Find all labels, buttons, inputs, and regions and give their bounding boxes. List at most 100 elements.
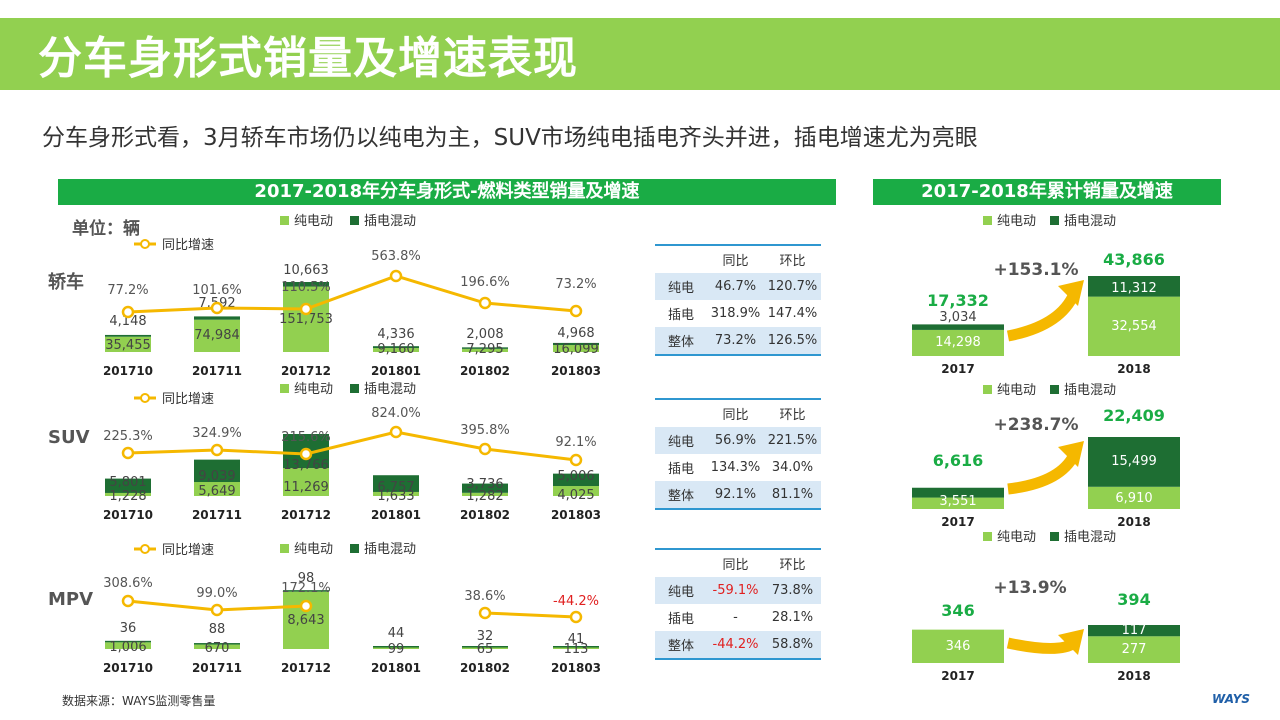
bar-phev — [553, 646, 599, 648]
summary-total: 17,332 — [927, 291, 989, 310]
growth-point — [478, 606, 492, 620]
bar-phev — [373, 646, 419, 648]
growth-label: 99.0% — [196, 586, 237, 601]
x-tick-label: 201803 — [551, 364, 601, 378]
table-cell: 34.0% — [764, 454, 821, 481]
legend-label-growth: 同比增速 — [162, 238, 214, 253]
legend-swatch-bev — [983, 216, 992, 225]
bar-bev — [194, 319, 240, 352]
bar-bev — [373, 647, 419, 649]
summary-growth-label: +13.9% — [993, 578, 1066, 598]
data-label-bev: 74,984 — [194, 328, 240, 343]
growth-label: 110.5% — [281, 280, 331, 295]
table-row-label: 插电 — [655, 604, 707, 631]
title-bar — [0, 18, 1280, 90]
bar-bev — [194, 644, 240, 649]
growth-label: -44.2% — [553, 594, 599, 609]
summary-bar-bev — [912, 329, 1004, 356]
legend-swatch-bev — [983, 532, 992, 541]
summary-x-tick: 2018 — [1117, 669, 1150, 683]
segment-label: 轿车 — [48, 271, 84, 293]
growth-point — [121, 305, 135, 319]
growth-point — [478, 296, 492, 310]
data-label-phev: 10,663 — [283, 263, 329, 278]
bar-bev — [283, 286, 329, 352]
summary-bar-phev — [1088, 276, 1180, 297]
growth-point — [569, 453, 583, 467]
page-title: 分车身形式销量及增速表现 — [38, 33, 578, 84]
legend-swatch-phev — [1050, 385, 1059, 394]
bar-bev — [194, 482, 240, 496]
growth-arrow-icon — [1006, 291, 1080, 342]
summary-x-tick: 2018 — [1117, 362, 1150, 376]
data-label-bev: 670 — [205, 641, 230, 656]
table-header: 环比 — [764, 548, 821, 577]
x-tick-label: 201801 — [371, 364, 421, 378]
segment-label: SUV — [48, 427, 90, 448]
x-tick-label: 201712 — [281, 364, 331, 378]
x-tick-label: 201710 — [103, 661, 153, 675]
growth-line — [127, 274, 577, 314]
legend-swatch-phev — [1050, 216, 1059, 225]
summary-label-phev: 117 — [1122, 623, 1147, 638]
table-row-label: 整体 — [655, 327, 707, 356]
summary-bar-bev — [1088, 296, 1180, 356]
x-tick-label: 201802 — [460, 364, 510, 378]
legend-label-bev: 纯电动 — [997, 530, 1036, 545]
bar-phev — [105, 334, 151, 337]
right-chart-banner: 2017-2018年累计销量及增速 — [873, 179, 1221, 205]
legend-label-bev: 纯电动 — [997, 383, 1036, 398]
growth-label: 324.9% — [192, 426, 242, 441]
summary-growth-label: +238.7% — [993, 415, 1078, 435]
summary-label-bev: 346 — [946, 639, 971, 654]
table-row-label: 插电 — [655, 300, 707, 327]
growth-label: 395.8% — [460, 423, 510, 438]
legend-swatch-bev — [280, 384, 289, 393]
ways-logo: WAYS — [1212, 692, 1251, 706]
summary-x-tick: 2018 — [1117, 515, 1150, 529]
summary-total: 346 — [941, 601, 974, 620]
growth-label: 563.8% — [371, 249, 421, 264]
summary-label-phev: 3,065 — [939, 473, 976, 488]
summary-bar-bev — [912, 629, 1004, 663]
table-cell: 28.1% — [764, 604, 821, 631]
summary-bar-phev — [1088, 437, 1180, 487]
summary-total: 394 — [1117, 590, 1150, 609]
summary-x-tick: 2017 — [941, 669, 974, 683]
growth-line — [127, 430, 577, 462]
data-label-phev: 13,766 — [283, 458, 329, 473]
growth-label: 308.6% — [103, 576, 153, 591]
bar-bev — [283, 468, 329, 496]
bar-phev — [462, 483, 508, 493]
growth-point — [389, 269, 403, 283]
growth-point — [210, 443, 224, 457]
data-label-bev: 9,160 — [377, 342, 414, 357]
bar-bev — [462, 647, 508, 649]
table-cell: -59.1% — [707, 577, 764, 604]
summary-total: 22,409 — [1103, 406, 1165, 425]
x-tick-label: 201801 — [371, 508, 421, 522]
summary-bar-bev — [1088, 636, 1180, 663]
table-cell: 318.9% — [707, 300, 764, 327]
legend-swatch-bev — [280, 216, 289, 225]
growth-label: 225.3% — [103, 429, 153, 444]
bar-phev — [373, 346, 419, 349]
legend-label-phev: 插电混动 — [1064, 530, 1116, 545]
data-label-bev: 151,753 — [279, 312, 333, 327]
bar-phev — [194, 459, 240, 483]
growth-point — [389, 425, 403, 439]
data-label-bev: 16,099 — [553, 342, 599, 357]
x-tick-label: 201803 — [551, 508, 601, 522]
growth-point — [569, 304, 583, 318]
data-label-bev: 113 — [564, 642, 589, 657]
data-label-bev: 7,295 — [466, 342, 503, 357]
legend-label-phev: 插电混动 — [1064, 214, 1116, 229]
table-cell: 46.7% — [707, 273, 764, 300]
data-label-bev: 1,006 — [109, 640, 146, 655]
legend-marker-growth — [140, 544, 150, 554]
table-cell: 221.5% — [764, 427, 821, 454]
x-tick-label: 201803 — [551, 661, 601, 675]
growth-label: 38.6% — [464, 589, 505, 604]
segment-label: MPV — [48, 589, 93, 610]
table-cell: 73.8% — [764, 577, 821, 604]
